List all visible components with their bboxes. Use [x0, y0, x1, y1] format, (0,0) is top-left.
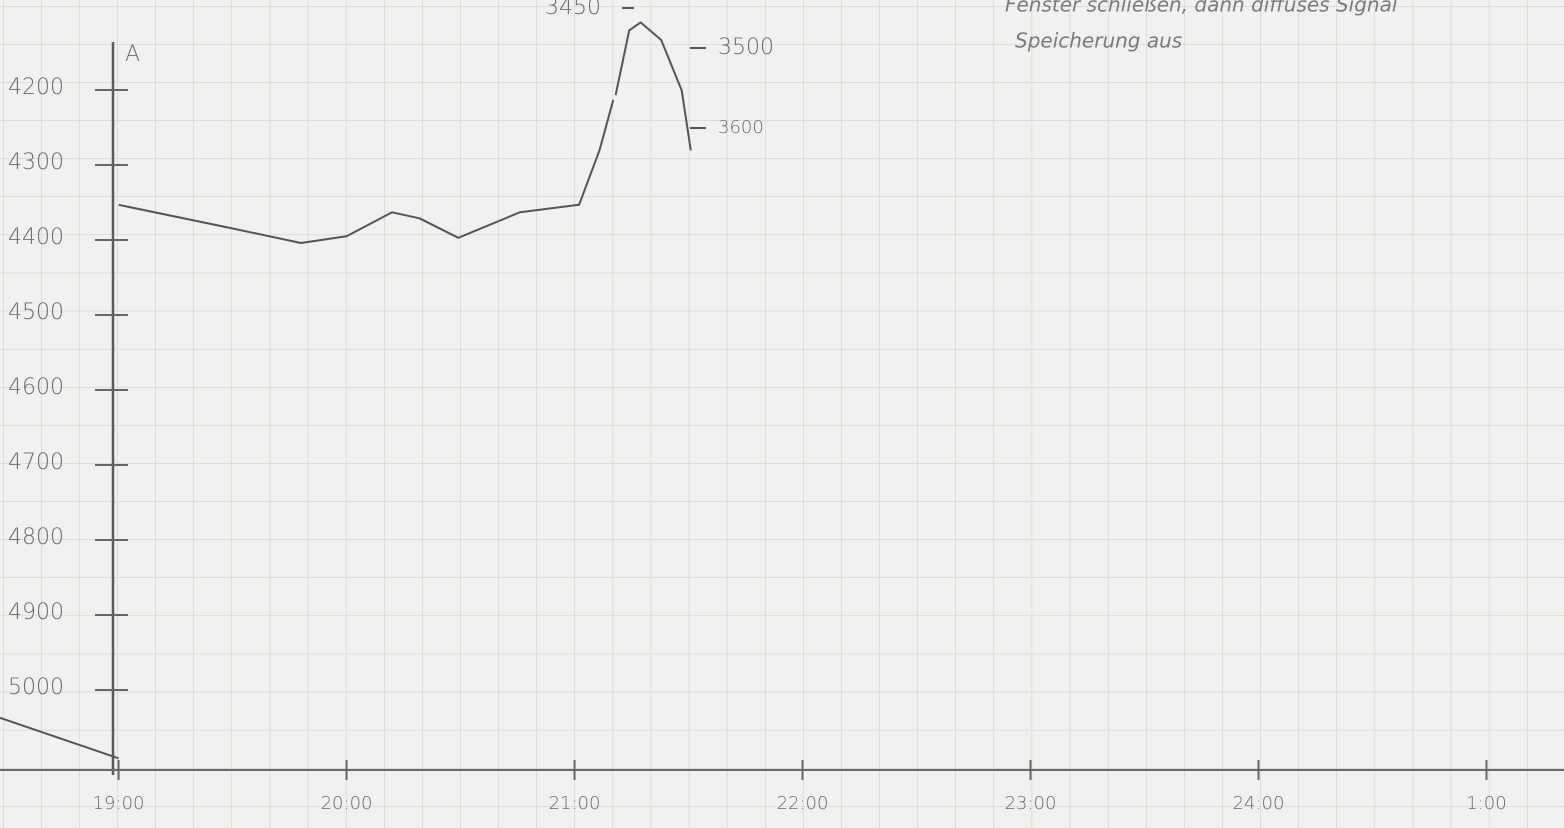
x-tick-label: 1:00 [1466, 793, 1506, 814]
y2-tick-label: 3450 [545, 0, 601, 20]
data-line [614, 21, 692, 151]
y2-tick-label: 3600 [718, 117, 764, 138]
x-tick-label: 22:00 [777, 793, 829, 814]
y-axis-label: A [125, 42, 140, 67]
x-tick-label: 24:00 [1233, 793, 1285, 814]
y-tick-label: 4900 [8, 600, 64, 625]
annotation: Fenster schließen, dann diffuses Signal [1005, 0, 1398, 17]
y-tick-label: 4300 [8, 150, 64, 175]
y-tick-label: 4600 [8, 375, 64, 400]
y-tick-label: 5000 [8, 675, 64, 700]
y-tick-label: 4200 [8, 75, 64, 100]
y-tick-label: 4800 [8, 525, 64, 550]
x-tick-label: 21:00 [549, 793, 601, 814]
data-line [0, 99, 615, 760]
y-tick-label: 4400 [8, 225, 64, 250]
y-tick-label: 4700 [8, 450, 64, 475]
y-tick-label: 4500 [8, 300, 64, 325]
x-tick-label: 19:00 [93, 793, 145, 814]
y2-tick-label: 3500 [718, 35, 774, 60]
annotation: Speicherung aus [1015, 29, 1182, 53]
x-tick-label: 20:00 [321, 793, 373, 814]
x-tick-label: 23:00 [1005, 793, 1057, 814]
